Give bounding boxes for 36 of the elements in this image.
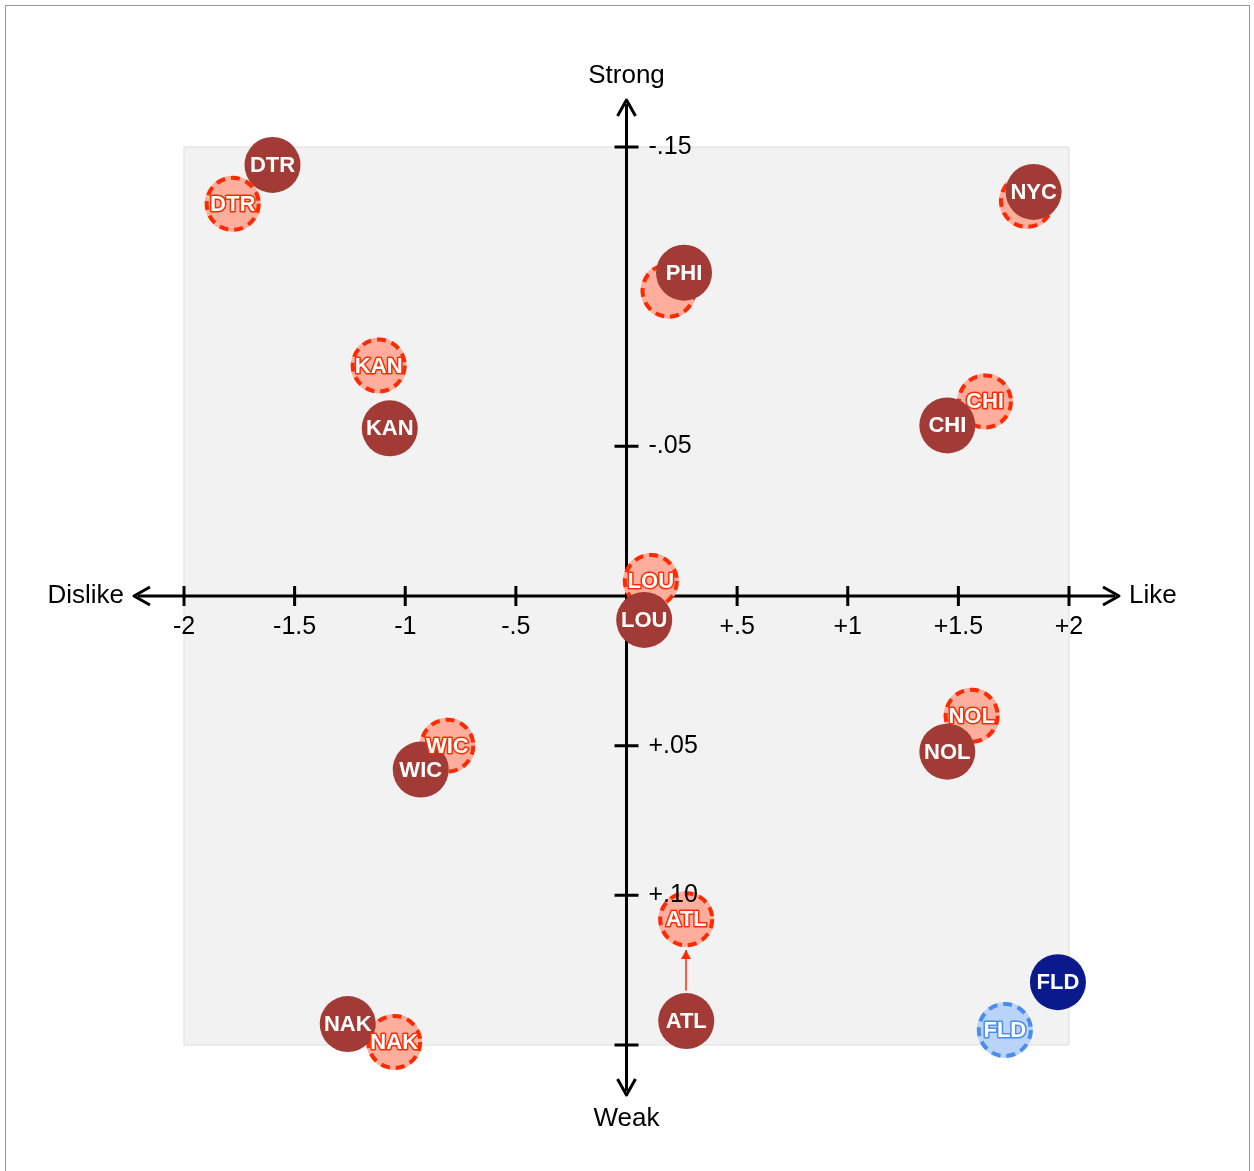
- x-tick-label: +1.5: [933, 610, 984, 639]
- text: Dislike: [47, 579, 124, 610]
- x-tick-label: -.5: [501, 610, 531, 639]
- data-label: DTR: [249, 152, 296, 178]
- y-tick-label: -.15: [648, 130, 692, 159]
- data-label: NAK: [370, 1029, 419, 1055]
- x-tick-label: -1.5: [273, 610, 317, 639]
- data-label: WIC: [399, 756, 443, 782]
- text: Strong: [588, 59, 665, 90]
- y-tick-label: +.10: [648, 879, 698, 908]
- x-tick-label: -2: [172, 610, 196, 639]
- x-tick-label: +1: [833, 610, 863, 639]
- data-label: FLD: [1036, 969, 1080, 995]
- data-label: NOL: [948, 702, 995, 728]
- data-label: DTR: [210, 190, 256, 216]
- data-label: FLD: [983, 1017, 1027, 1043]
- data-label: NAK: [323, 1011, 372, 1037]
- y-tick-label: -.05: [648, 430, 692, 459]
- y-tick-label: +.05: [648, 729, 698, 758]
- data-label: KAN: [365, 415, 414, 441]
- x-tick-label: +2: [1054, 610, 1084, 639]
- data-label: LOU: [627, 568, 675, 594]
- data-label: LOU: [620, 607, 668, 633]
- data-label: NYC: [1010, 178, 1057, 204]
- data-label: PHI: [665, 259, 703, 285]
- data-label: CHI: [928, 412, 967, 438]
- data-label: CHI: [965, 388, 1004, 414]
- data-label: NOL: [924, 738, 971, 764]
- data-label: ATL: [665, 906, 707, 932]
- data-label: WIC: [425, 732, 469, 758]
- text: Like: [1129, 579, 1177, 610]
- data-label: KAN: [354, 352, 403, 378]
- x-tick-label: +.5: [719, 610, 755, 639]
- data-label: ATL: [665, 1008, 707, 1034]
- text: Weak: [593, 1102, 661, 1133]
- x-tick-label: -1: [394, 610, 417, 639]
